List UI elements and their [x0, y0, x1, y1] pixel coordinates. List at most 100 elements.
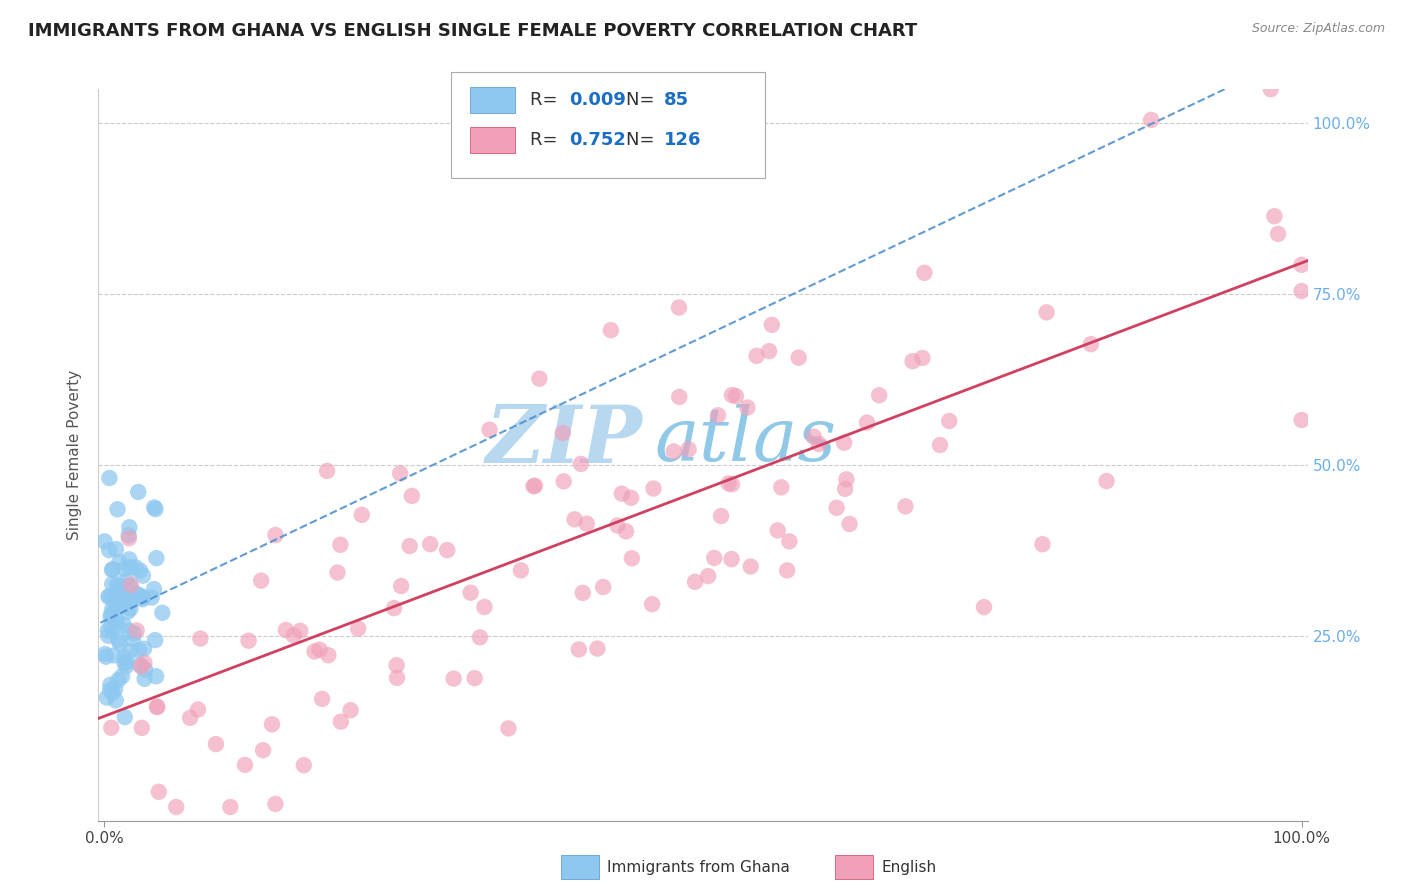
Point: [205, 737, 228, 751]
Point: [118, 528, 141, 542]
Text: N=: N=: [626, 131, 659, 149]
Point: [100, 619, 122, 633]
Point: [101, 563, 124, 577]
Point: [468, 631, 491, 645]
Point: [98, 678, 121, 692]
Point: [115, 573, 138, 587]
Point: [1080, 337, 1102, 351]
Point: [1035, 305, 1057, 319]
Text: R=: R=: [530, 131, 564, 149]
Point: [129, 657, 152, 672]
Point: [382, 601, 405, 615]
Point: [326, 566, 349, 580]
Point: [132, 641, 155, 656]
Point: [586, 641, 609, 656]
Point: [385, 671, 408, 685]
Point: [825, 500, 848, 515]
Point: [165, 800, 187, 814]
Point: [108, 555, 131, 569]
Point: [668, 301, 690, 315]
Point: [329, 714, 352, 729]
Point: [104, 542, 127, 557]
Point: [120, 578, 142, 592]
Point: [110, 579, 132, 593]
Point: [737, 401, 759, 415]
Point: [1267, 227, 1289, 241]
Point: [569, 457, 592, 471]
Point: [131, 592, 153, 607]
Point: [112, 650, 135, 665]
Point: [662, 444, 685, 458]
Point: [146, 700, 169, 714]
Point: [114, 710, 136, 724]
Text: 85: 85: [664, 91, 689, 109]
Point: [118, 624, 141, 638]
Point: [389, 579, 412, 593]
Point: [316, 464, 339, 478]
Point: [233, 757, 256, 772]
Point: [264, 797, 287, 811]
Text: Source: ZipAtlas.com: Source: ZipAtlas.com: [1251, 22, 1385, 36]
Point: [551, 426, 574, 441]
Point: [100, 607, 122, 621]
Point: [553, 475, 575, 489]
Point: [110, 586, 132, 600]
Point: [143, 500, 166, 515]
Text: atlas: atlas: [655, 404, 837, 476]
Point: [132, 591, 155, 605]
Point: [641, 597, 664, 611]
Point: [683, 574, 706, 589]
Point: [385, 658, 408, 673]
Point: [132, 568, 155, 582]
Point: [187, 702, 209, 716]
Point: [100, 721, 122, 735]
Point: [103, 648, 125, 663]
Point: [219, 800, 242, 814]
Point: [703, 550, 725, 565]
Point: [122, 626, 145, 640]
Point: [474, 599, 496, 614]
Point: [142, 582, 165, 596]
Point: [707, 409, 730, 423]
Point: [134, 672, 156, 686]
Point: [252, 743, 274, 757]
Point: [179, 711, 201, 725]
Point: [678, 442, 700, 457]
Point: [1291, 258, 1313, 272]
Point: [973, 600, 995, 615]
Point: [134, 663, 156, 677]
Y-axis label: Single Female Poverty: Single Female Poverty: [67, 370, 83, 540]
Text: 126: 126: [664, 131, 702, 149]
Point: [1291, 284, 1313, 298]
Point: [129, 659, 152, 673]
Point: [127, 484, 149, 499]
Point: [93, 534, 115, 549]
Point: [1260, 82, 1282, 96]
Point: [260, 717, 283, 731]
Point: [112, 562, 135, 576]
Point: [105, 577, 128, 591]
Point: [443, 672, 465, 686]
Point: [105, 600, 128, 615]
Text: Immigrants from Ghana: Immigrants from Ghana: [607, 860, 790, 874]
Point: [105, 591, 128, 606]
Point: [146, 699, 169, 714]
Point: [868, 388, 890, 402]
Point: [599, 323, 621, 337]
Point: [776, 563, 799, 577]
Point: [478, 423, 501, 437]
Point: [311, 692, 333, 706]
Point: [125, 587, 148, 601]
Point: [145, 551, 167, 566]
Point: [98, 471, 121, 485]
Point: [107, 673, 129, 687]
Text: ZIP: ZIP: [485, 401, 643, 479]
Point: [96, 690, 118, 705]
Point: [115, 655, 138, 669]
Point: [98, 589, 121, 603]
Point: [389, 467, 412, 481]
Point: [1291, 413, 1313, 427]
Point: [620, 551, 643, 566]
Point: [304, 644, 326, 658]
Point: [938, 414, 960, 428]
